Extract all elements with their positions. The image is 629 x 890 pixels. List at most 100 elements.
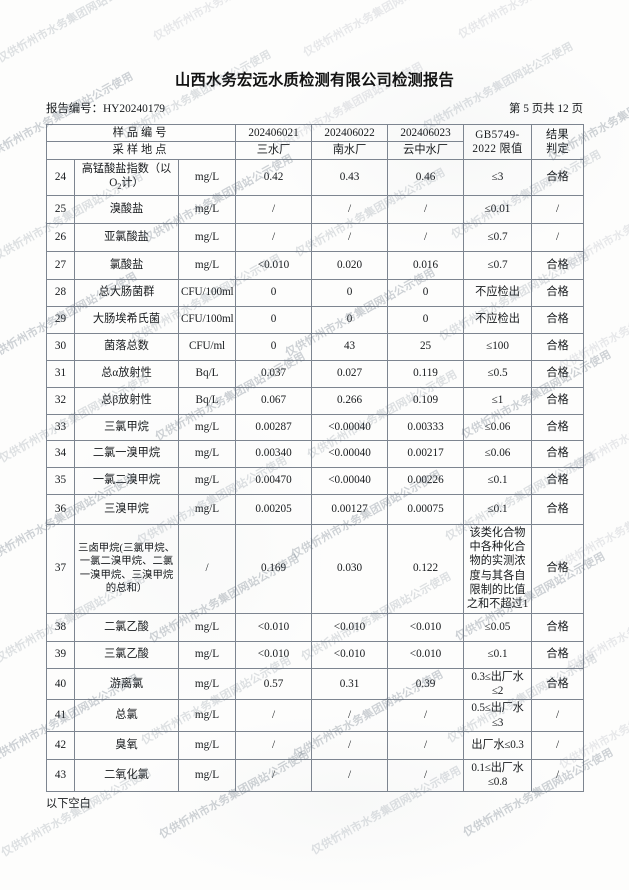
row-index: 31: [46, 359, 75, 388]
row-index: 41: [46, 699, 75, 732]
row-result-judgement: 合格: [531, 305, 585, 334]
row-item-name: 大肠埃希氏菌: [74, 305, 179, 334]
row-sample-value-2: 0.266: [311, 386, 389, 415]
page-indicator: 第 5 页共 12 页: [508, 103, 583, 115]
row-result-judgement: 合格: [531, 493, 585, 525]
row-result-judgement: /: [531, 222, 585, 252]
row-standard-limit: ≤0.7: [463, 250, 533, 280]
row-sample-value-3: 0: [387, 305, 465, 334]
row-standard-limit: ≤0.5: [463, 359, 533, 388]
table-row: 40 游离氯 mg/L 0.57 0.31 0.39 0.3≤出厂水≤2 合格: [46, 667, 585, 701]
table-row: 37 三卤甲烷(三氯甲烷、一氯二溴甲烷、二氯一溴甲烷、三溴甲烷的总和）/0.169…: [46, 523, 585, 614]
row-sample-value-1: /: [235, 194, 313, 224]
row-sample-value-1: <0.010: [235, 250, 313, 280]
row-result-judgement: /: [531, 194, 585, 224]
row-standard-limit: 该类化合物中各种化合物的实测浓度与其各自限制的比值之和不超过1: [463, 523, 533, 614]
row-standard-limit: ≤0.06: [463, 413, 533, 441]
row-standard-limit: ≤0.7: [463, 222, 533, 252]
table-row: 35 一氯二溴甲烷 mg/L 0.00470 <0.00040 0.00226 ≤0.1 合格: [46, 466, 585, 495]
row-result-judgement: 合格: [531, 413, 585, 441]
row-sample-value-1: 0: [235, 305, 313, 334]
row-index: 32: [46, 386, 75, 415]
row-sample-value-1: 0: [235, 332, 313, 361]
row-sample-value-2: 0: [311, 278, 389, 307]
row-sample-value-3: 0.119: [387, 359, 465, 388]
table-row: 38 二氯乙酸 mg/L <0.010 <0.010 <0.010 ≤0.05 合格: [46, 612, 585, 642]
header-sample-no-label: 样品编号: [45, 123, 237, 143]
row-sample-value-3: 0.016: [387, 250, 465, 280]
row-standard-limit: 出厂水≤0.3: [463, 730, 533, 760]
row-sample-value-3: /: [387, 699, 465, 732]
row-standard-limit: 不应检出: [463, 278, 533, 307]
row-result-judgement: 合格: [531, 332, 585, 361]
table-row: 31 总α放射性 Bq/L 0.037 0.027 0.119 ≤0.5 合格: [46, 359, 585, 388]
row-standard-limit: 0.1≤出厂水≤0.8: [463, 758, 533, 792]
row-sample-value-3: 0: [387, 278, 465, 307]
table-row: 42 臭氧 mg/L / / / 出厂水≤0.3/: [46, 730, 585, 760]
row-unit: mg/L: [177, 413, 237, 441]
row-sample-value-2: <0.00040: [311, 466, 389, 495]
row-sample-value-2: /: [311, 699, 389, 732]
row-sample-value-3: /: [387, 222, 465, 252]
row-sample-value-3: /: [387, 758, 465, 792]
row-sample-value-2: 0.030: [311, 523, 389, 614]
header-sampling-site-label: 采样地点: [45, 141, 237, 160]
table-row: 30 菌落总数 CFU/ml 0 43 25 ≤100 合格: [46, 332, 585, 361]
report-meta-row: 报告编号：HY20240179 第 5 页共 12 页: [46, 100, 583, 116]
row-sample-value-1: 0: [235, 278, 313, 307]
row-index: 39: [46, 640, 75, 669]
row-unit: mg/L: [177, 466, 237, 495]
table-row: 29 大肠埃希氏菌 CFU/100ml 0 0 0 不应检出 合格: [46, 305, 585, 334]
row-index: 26: [46, 222, 75, 252]
row-sample-value-2: /: [311, 222, 389, 252]
row-index: 36: [46, 493, 75, 525]
page-title: 山西水务宏远水质检测有限公司检测报告: [175, 71, 454, 89]
row-index: 43: [46, 758, 75, 792]
row-sample-value-2: <0.010: [311, 640, 389, 669]
table-row: 24 高锰酸盐指数（以O2计） mg/L 0.42 0.43 0.46 ≤3 合格: [46, 158, 585, 196]
row-index: 34: [46, 439, 75, 468]
row-standard-limit: ≤0.1: [463, 640, 533, 669]
row-item-name: 三氯乙酸: [74, 640, 179, 669]
row-sample-value-3: /: [387, 194, 465, 224]
table-row: 27 氯酸盐 mg/L <0.010 0.020 0.016 ≤0.7 合格: [46, 250, 585, 280]
row-unit: mg/L: [177, 194, 237, 224]
row-sample-value-2: 0.43: [311, 158, 389, 196]
row-item-name: 游离氯: [74, 667, 179, 701]
row-sample-value-3: 0.00226: [387, 466, 465, 495]
row-result-judgement: 合格: [531, 466, 585, 495]
row-standard-limit: ≤0.1: [463, 466, 533, 495]
row-unit: Bq/L: [177, 359, 237, 388]
row-item-name: 二氧化氯: [74, 758, 179, 792]
table-header-sample-no: 样品编号 202406021 202406022 202406023 GB574…: [45, 123, 585, 160]
row-unit: /: [177, 523, 237, 614]
row-index: 28: [46, 278, 75, 307]
row-result-judgement: 合格: [531, 278, 585, 307]
row-sample-value-2: 43: [311, 332, 389, 361]
row-sample-value-2: /: [311, 758, 389, 792]
row-index: 33: [46, 413, 75, 441]
table-row: 39 三氯乙酸 mg/L <0.010 <0.010 <0.010 ≤0.1 合格: [46, 640, 585, 669]
row-result-judgement: 合格: [531, 667, 585, 701]
row-sample-value-1: 0.037: [235, 359, 313, 388]
footer-blank-note: 以下空白: [46, 798, 91, 810]
row-unit: mg/L: [177, 758, 237, 792]
header-sampling-site-3: 云中水厂: [387, 141, 465, 160]
row-standard-limit: 0.5≤出厂水≤3: [463, 699, 533, 732]
row-unit: mg/L: [177, 493, 237, 525]
header-sampling-site-1: 三水厂: [235, 141, 313, 160]
table-row: 43 二氧化氯 mg/L / //0.1≤出厂水≤0.8/: [46, 758, 585, 792]
row-item-name: 溴酸盐: [74, 194, 179, 224]
row-sample-value-1: 0.00205: [235, 493, 313, 525]
row-item-name: 三氯甲烷: [74, 413, 179, 441]
header-standard-limit: GB5749- 2022 限值: [463, 124, 533, 160]
row-sample-value-1: 0.57: [235, 667, 313, 701]
row-result-judgement: 合格: [531, 640, 585, 669]
row-item-name: 二氯一溴甲烷: [74, 439, 179, 468]
table-row: 25 溴酸盐 mg/L / / / ≤0.01/: [46, 194, 585, 224]
row-unit: mg/L: [177, 612, 237, 642]
row-unit: mg/L: [177, 222, 237, 252]
header-standard-limit-line1: GB5749-: [475, 128, 520, 141]
row-sample-value-1: 0.00470: [235, 466, 313, 495]
